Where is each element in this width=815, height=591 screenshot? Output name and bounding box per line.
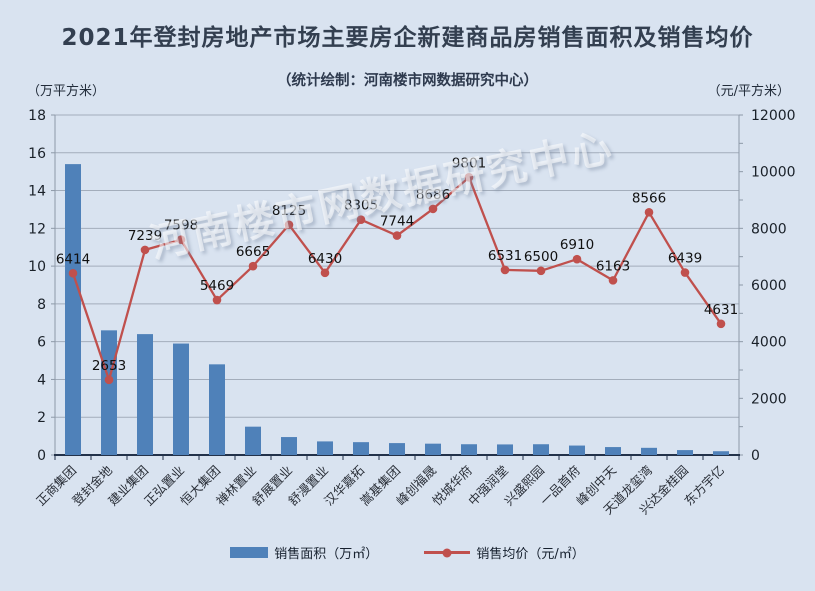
line-point	[248, 261, 258, 271]
line-point	[464, 173, 474, 182]
chart-subtitle: （统计绘制：河南楼市网数据研究中心）	[277, 73, 538, 89]
legend-item-sales-area: 销售面积（万㎡）	[230, 543, 378, 562]
point-label: 6910	[560, 237, 594, 253]
legend-label-sales-area: 销售面积（万㎡）	[274, 547, 379, 562]
right-axis-tick-label: 2000	[751, 391, 787, 407]
line-point	[536, 266, 546, 276]
point-label: 6531	[488, 248, 522, 264]
left-axis-tick-label: 4	[37, 372, 46, 388]
point-label: 6500	[524, 249, 558, 265]
line-point	[680, 268, 690, 277]
bar	[533, 444, 549, 455]
bar	[101, 330, 117, 455]
bar	[713, 451, 729, 455]
point-label: 8566	[632, 190, 666, 206]
bar-swatch-icon	[230, 547, 269, 558]
line-point	[392, 231, 402, 240]
bar	[173, 343, 189, 455]
point-label: 6414	[56, 251, 90, 267]
left-axis-tick-label: 16	[28, 146, 46, 162]
line-point	[284, 220, 294, 230]
line-point	[140, 245, 150, 255]
point-label: 2653	[92, 358, 126, 374]
line-point	[500, 265, 510, 275]
bar	[245, 426, 261, 455]
line-point	[572, 254, 582, 264]
point-label: 8686	[416, 187, 450, 203]
bar	[209, 364, 225, 455]
combo-bar-line-chart: 0 2 4 6 8 10 12 14 16 18 0 2000 4000 6000 8000 10000 120…	[28, 108, 796, 517]
left-axis-tick-label: 18	[28, 108, 46, 124]
point-label: 8305	[344, 198, 378, 214]
bar	[425, 443, 441, 455]
left-axis-tick-label: 0	[37, 448, 46, 464]
point-label: 5469	[200, 278, 234, 294]
right-axis-tick-label: 10000	[751, 165, 796, 181]
left-axis-unit-label: （万平方米）	[27, 84, 106, 99]
left-axis-tick-label: 6	[37, 335, 46, 351]
right-axis-tick-label: 0	[751, 448, 760, 464]
line-point	[644, 207, 654, 217]
chart-title: 2021年登封房地产市场主要房企新建商品房销售面积及销售均价	[61, 25, 754, 51]
right-axis-tick-label: 12000	[751, 108, 796, 124]
right-axis-tick-label: 8000	[751, 221, 787, 237]
line-point	[212, 295, 222, 305]
bar	[389, 443, 405, 455]
legend-label-avg-price: 销售均价（元/㎡）	[476, 547, 585, 562]
line-point	[608, 276, 618, 285]
legend-item-avg-price: 销售均价（元/㎡）	[424, 543, 585, 562]
chart-legend: 销售面积（万㎡） 销售均价（元/㎡）	[0, 543, 815, 562]
line-point	[104, 375, 114, 385]
point-label: 9801	[452, 155, 486, 171]
line-point	[68, 268, 78, 278]
right-axis-unit-label: （元/平方米）	[707, 84, 790, 99]
line-point	[428, 204, 438, 214]
left-axis-tick-label: 2	[37, 410, 46, 426]
point-label: 6430	[308, 251, 342, 267]
bar	[281, 437, 297, 455]
line-point	[716, 319, 726, 329]
bar	[569, 445, 585, 455]
line-point	[176, 235, 186, 245]
point-label: 6439	[668, 251, 702, 267]
bar	[461, 444, 477, 455]
point-label: 7744	[380, 214, 414, 230]
left-axis-tick-label: 14	[28, 184, 46, 200]
left-axis-tick-label: 10	[28, 259, 46, 275]
point-label: 4631	[704, 302, 738, 318]
price-line	[71, 176, 722, 381]
line-point	[320, 268, 330, 278]
bar	[137, 334, 153, 455]
bar	[353, 442, 369, 455]
line-point	[356, 215, 366, 224]
bar	[317, 441, 333, 455]
line-swatch-icon	[424, 548, 471, 557]
point-label: 6163	[596, 258, 630, 274]
bar	[677, 450, 693, 455]
right-axis-tick-label: 6000	[751, 278, 787, 294]
category-label: 东方宇亿	[681, 463, 727, 509]
left-axis-tick-label: 8	[37, 297, 46, 313]
point-label: 7239	[128, 228, 162, 244]
bar	[605, 447, 621, 455]
right-axis-tick-label: 4000	[751, 335, 787, 351]
point-label: 7598	[164, 218, 198, 234]
line-dot-icon	[442, 548, 452, 557]
point-label: 6665	[236, 244, 270, 260]
bar	[65, 164, 81, 455]
point-label: 8125	[272, 203, 306, 219]
bar	[497, 444, 513, 455]
left-axis-tick-label: 12	[28, 221, 46, 237]
bar	[641, 447, 657, 455]
